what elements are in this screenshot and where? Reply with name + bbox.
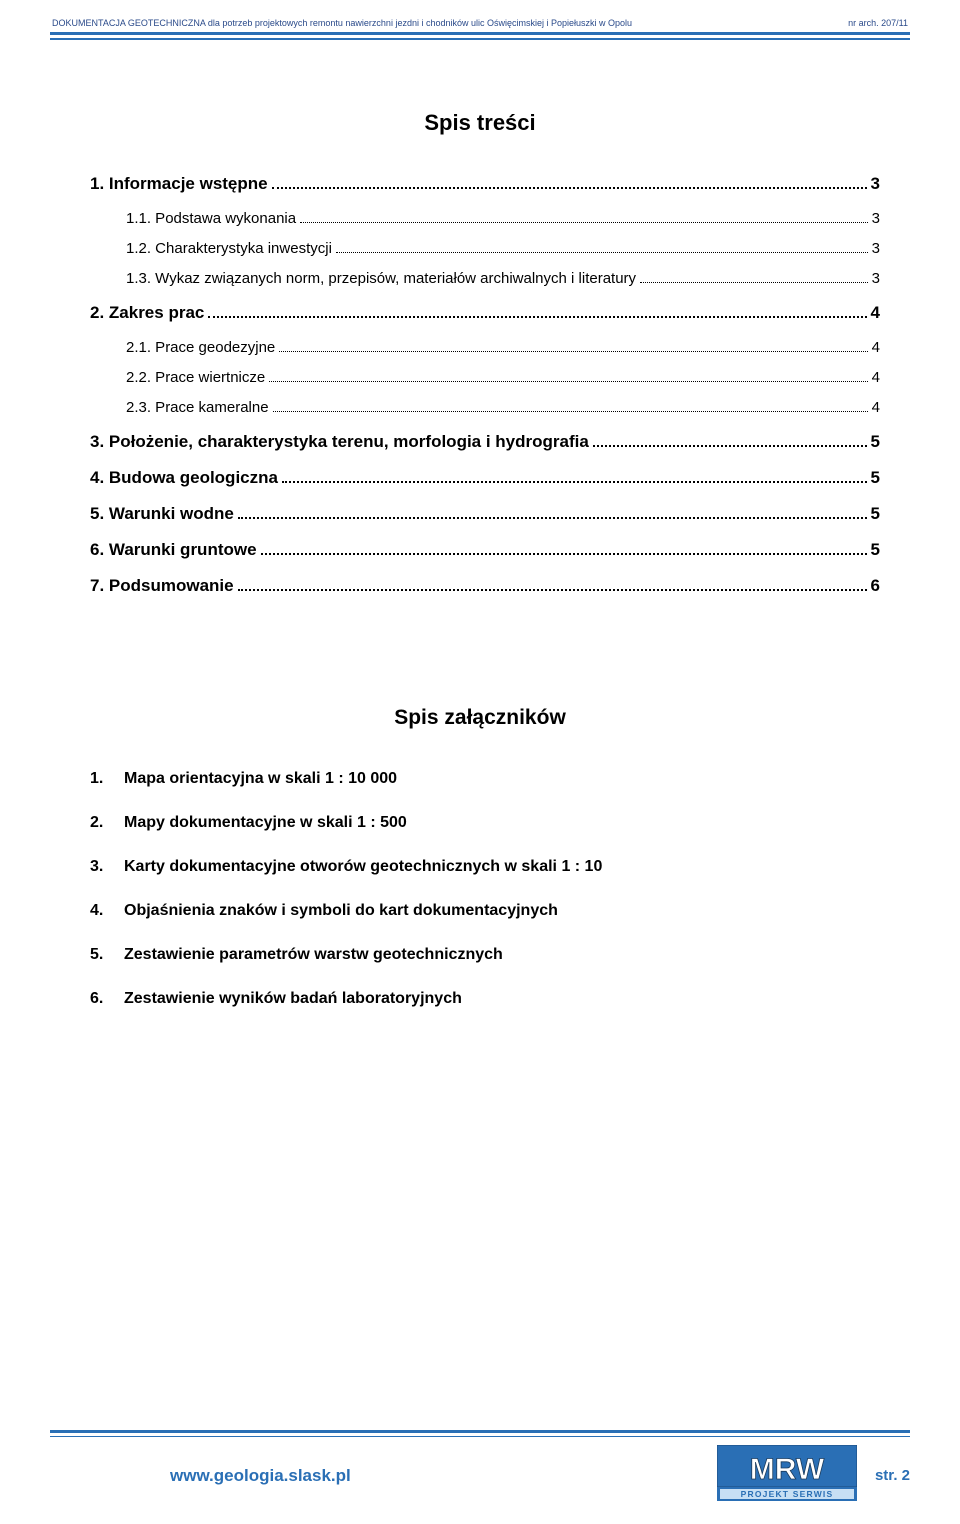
appendix-item: 5.Zestawienie parametrów warstw geotechn… xyxy=(90,946,870,964)
appendix-item: 3.Karty dokumentacyjne otworów geotechni… xyxy=(90,858,870,876)
toc-entry-page: 4 xyxy=(871,303,880,323)
footer-url: www.geologia.slask.pl xyxy=(170,1466,351,1486)
toc-entry-page: 4 xyxy=(872,399,880,416)
toc-entry: 7. Podsumowanie 6 xyxy=(90,576,880,596)
header-title: DOKUMENTACJA GEOTECHNICZNA dla potrzeb p… xyxy=(52,18,828,28)
appendix-list: 1.Mapa orientacyjna w skali 1 : 10 000 2.… xyxy=(90,770,870,1008)
toc-leader-dots xyxy=(261,553,867,555)
toc-entry: 3. Położenie, charakterystyka terenu, mo… xyxy=(90,432,880,452)
toc-entry: 1.3. Wykaz związanych norm, przepisów, m… xyxy=(126,270,880,287)
toc-entry-page: 3 xyxy=(872,210,880,227)
footer-page-number: str. 2 xyxy=(875,1467,910,1484)
toc-entry-label: 1.2. Charakterystyka inwestycji xyxy=(126,240,332,257)
toc-leader-dots xyxy=(272,187,867,189)
mrw-logo: MRW PROJEKT SERWIS xyxy=(717,1445,857,1506)
appendix-item-text: Zestawienie wyników badań laboratoryjnyc… xyxy=(124,990,462,1008)
svg-text:MRW: MRW xyxy=(750,1453,825,1486)
toc-entry-page: 5 xyxy=(871,468,880,488)
appendix-item: 2.Mapy dokumentacyjne w skali 1 : 500 xyxy=(90,814,870,832)
appendix-item-text: Karty dokumentacyjne otworów geotechnicz… xyxy=(124,858,602,876)
appendix-item: 4.Objaśnienia znaków i symboli do kart d… xyxy=(90,902,870,920)
toc-entry-label: 1.1. Podstawa wykonania xyxy=(126,210,296,227)
toc-entry-page: 5 xyxy=(871,432,880,452)
appendix-item-text: Zestawienie parametrów warstw geotechnic… xyxy=(124,946,503,964)
toc-entry: 1. Informacje wstępne 3 xyxy=(90,174,880,194)
table-of-contents: 1. Informacje wstępne31.1. Podstawa wyko… xyxy=(90,174,880,596)
svg-text:PROJEKT SERWIS: PROJEKT SERWIS xyxy=(741,1489,834,1499)
toc-leader-dots xyxy=(640,282,868,283)
toc-entry-page: 3 xyxy=(872,240,880,257)
toc-entry-label: 2. Zakres prac xyxy=(90,303,204,323)
toc-leader-dots xyxy=(300,222,868,223)
page-header: DOKUMENTACJA GEOTECHNICZNA dla potrzeb p… xyxy=(50,18,910,40)
toc-entry-page: 5 xyxy=(871,540,880,560)
toc-entry-page: 5 xyxy=(871,504,880,524)
appendix-item-number: 2. xyxy=(90,814,124,832)
header-rule-thick xyxy=(50,32,910,35)
toc-leader-dots xyxy=(208,316,866,318)
appendix-item-number: 6. xyxy=(90,990,124,1008)
appendix-item-text: Objaśnienia znaków i symboli do kart dok… xyxy=(124,902,558,920)
toc-entry-label: 2.2. Prace wiertnicze xyxy=(126,369,265,386)
toc-leader-dots xyxy=(593,445,867,447)
toc-entry-label: 2.1. Prace geodezyjne xyxy=(126,339,275,356)
appendix-item-text: Mapa orientacyjna w skali 1 : 10 000 xyxy=(124,770,397,788)
page-footer: www.geologia.slask.pl MRW PROJEKT SERWIS… xyxy=(50,1430,910,1507)
toc-entry: 5. Warunki wodne 5 xyxy=(90,504,880,524)
toc-leader-dots xyxy=(282,481,867,483)
toc-entry-page: 4 xyxy=(872,369,880,386)
appendix-item: 1.Mapa orientacyjna w skali 1 : 10 000 xyxy=(90,770,870,788)
toc-leader-dots xyxy=(279,351,867,352)
appendix-item-number: 5. xyxy=(90,946,124,964)
toc-entry-label: 3. Położenie, charakterystyka terenu, mo… xyxy=(90,432,589,452)
header-ref: nr arch. 207/11 xyxy=(848,18,908,28)
toc-entry: 6. Warunki gruntowe 5 xyxy=(90,540,880,560)
toc-entry-label: 1. Informacje wstępne xyxy=(90,174,268,194)
appendix-item-text: Mapy dokumentacyjne w skali 1 : 500 xyxy=(124,814,407,832)
toc-entry: 1.2. Charakterystyka inwestycji 3 xyxy=(126,240,880,257)
toc-entry-page: 3 xyxy=(871,174,880,194)
toc-entry-label: 6. Warunki gruntowe xyxy=(90,540,257,560)
toc-entry-page: 3 xyxy=(872,270,880,287)
footer-rule-thin xyxy=(50,1436,910,1438)
toc-entry: 4. Budowa geologiczna 5 xyxy=(90,468,880,488)
toc-leader-dots xyxy=(238,589,867,591)
toc-entry: 2.2. Prace wiertnicze 4 xyxy=(126,369,880,386)
toc-entry: 2.1. Prace geodezyjne 4 xyxy=(126,339,880,356)
toc-entry-label: 7. Podsumowanie xyxy=(90,576,234,596)
toc-entry-label: 2.3. Prace kameralne xyxy=(126,399,269,416)
toc-entry: 2.3. Prace kameralne 4 xyxy=(126,399,880,416)
appendix-title: Spis załączników xyxy=(50,706,910,730)
toc-leader-dots xyxy=(269,381,867,382)
toc-leader-dots xyxy=(238,517,867,519)
toc-leader-dots xyxy=(336,252,868,253)
appendix-item-number: 3. xyxy=(90,858,124,876)
toc-entry-label: 4. Budowa geologiczna xyxy=(90,468,278,488)
toc-leader-dots xyxy=(273,411,868,412)
toc-entry-label: 1.3. Wykaz związanych norm, przepisów, m… xyxy=(126,270,636,287)
toc-entry-label: 5. Warunki wodne xyxy=(90,504,234,524)
toc-title: Spis treści xyxy=(50,110,910,136)
toc-entry: 2. Zakres prac 4 xyxy=(90,303,880,323)
toc-entry-page: 6 xyxy=(871,576,880,596)
footer-rule-thick xyxy=(50,1430,910,1433)
toc-entry: 1.1. Podstawa wykonania 3 xyxy=(126,210,880,227)
appendix-item-number: 1. xyxy=(90,770,124,788)
appendix-item: 6.Zestawienie wyników badań laboratoryjn… xyxy=(90,990,870,1008)
toc-entry-page: 4 xyxy=(872,339,880,356)
appendix-item-number: 4. xyxy=(90,902,124,920)
header-rule-thin xyxy=(50,38,910,40)
